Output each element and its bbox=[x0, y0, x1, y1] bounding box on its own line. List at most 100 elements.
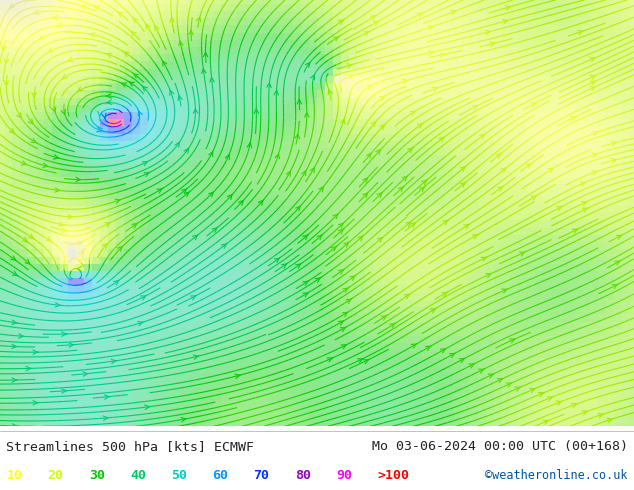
FancyArrowPatch shape bbox=[328, 90, 332, 95]
FancyArrowPatch shape bbox=[578, 30, 583, 35]
FancyArrowPatch shape bbox=[133, 18, 138, 23]
FancyArrowPatch shape bbox=[295, 206, 300, 211]
FancyArrowPatch shape bbox=[363, 359, 369, 364]
FancyArrowPatch shape bbox=[611, 142, 617, 146]
FancyArrowPatch shape bbox=[90, 33, 95, 37]
FancyArrowPatch shape bbox=[592, 171, 598, 175]
FancyArrowPatch shape bbox=[295, 134, 299, 139]
FancyArrowPatch shape bbox=[107, 53, 112, 57]
FancyArrowPatch shape bbox=[317, 234, 323, 240]
Text: 10: 10 bbox=[6, 469, 22, 482]
FancyArrowPatch shape bbox=[340, 327, 346, 332]
FancyArrowPatch shape bbox=[496, 153, 501, 158]
FancyArrowPatch shape bbox=[179, 41, 183, 46]
FancyArrowPatch shape bbox=[10, 3, 15, 8]
FancyArrowPatch shape bbox=[106, 94, 112, 98]
FancyArrowPatch shape bbox=[339, 228, 344, 234]
FancyArrowPatch shape bbox=[428, 51, 434, 55]
FancyArrowPatch shape bbox=[469, 364, 475, 368]
FancyArrowPatch shape bbox=[129, 82, 134, 86]
FancyArrowPatch shape bbox=[39, 35, 44, 40]
FancyArrowPatch shape bbox=[17, 113, 21, 118]
FancyArrowPatch shape bbox=[181, 188, 188, 194]
FancyArrowPatch shape bbox=[440, 348, 446, 353]
FancyArrowPatch shape bbox=[259, 200, 263, 205]
FancyArrowPatch shape bbox=[411, 343, 417, 348]
FancyArrowPatch shape bbox=[117, 12, 123, 17]
FancyArrowPatch shape bbox=[142, 161, 148, 166]
FancyArrowPatch shape bbox=[2, 46, 6, 50]
FancyArrowPatch shape bbox=[297, 99, 302, 104]
FancyArrowPatch shape bbox=[281, 264, 287, 269]
FancyArrowPatch shape bbox=[339, 20, 344, 25]
FancyArrowPatch shape bbox=[22, 161, 27, 165]
Text: Streamlines 500 hPa [kts] ECMWF: Streamlines 500 hPa [kts] ECMWF bbox=[6, 441, 254, 453]
FancyArrowPatch shape bbox=[410, 111, 416, 116]
FancyArrowPatch shape bbox=[406, 221, 411, 226]
FancyArrowPatch shape bbox=[10, 128, 15, 134]
FancyArrowPatch shape bbox=[267, 83, 271, 88]
FancyArrowPatch shape bbox=[170, 18, 174, 23]
FancyArrowPatch shape bbox=[343, 288, 349, 293]
FancyArrowPatch shape bbox=[530, 389, 536, 392]
FancyArrowPatch shape bbox=[526, 163, 532, 168]
FancyArrowPatch shape bbox=[590, 81, 596, 85]
FancyArrowPatch shape bbox=[582, 411, 588, 415]
FancyArrowPatch shape bbox=[573, 229, 578, 233]
FancyArrowPatch shape bbox=[26, 367, 31, 371]
FancyArrowPatch shape bbox=[364, 31, 370, 36]
FancyArrowPatch shape bbox=[358, 235, 364, 241]
FancyArrowPatch shape bbox=[48, 48, 54, 52]
FancyArrowPatch shape bbox=[310, 168, 314, 173]
FancyArrowPatch shape bbox=[615, 261, 621, 265]
FancyArrowPatch shape bbox=[439, 137, 444, 142]
FancyArrowPatch shape bbox=[12, 320, 17, 324]
FancyArrowPatch shape bbox=[490, 42, 495, 47]
FancyArrowPatch shape bbox=[430, 308, 436, 313]
FancyArrowPatch shape bbox=[78, 260, 83, 264]
FancyArrowPatch shape bbox=[531, 196, 537, 200]
FancyArrowPatch shape bbox=[479, 369, 484, 373]
FancyArrowPatch shape bbox=[226, 154, 230, 160]
FancyArrowPatch shape bbox=[410, 222, 416, 227]
FancyArrowPatch shape bbox=[390, 323, 396, 328]
FancyArrowPatch shape bbox=[155, 26, 159, 31]
FancyArrowPatch shape bbox=[189, 30, 193, 35]
FancyArrowPatch shape bbox=[464, 224, 470, 229]
FancyArrowPatch shape bbox=[538, 392, 544, 396]
FancyArrowPatch shape bbox=[403, 79, 408, 84]
FancyArrowPatch shape bbox=[29, 234, 34, 239]
FancyArrowPatch shape bbox=[420, 186, 425, 192]
Text: Mo 03-06-2024 00:00 UTC (00+168): Mo 03-06-2024 00:00 UTC (00+168) bbox=[372, 441, 628, 453]
FancyArrowPatch shape bbox=[275, 154, 280, 159]
FancyArrowPatch shape bbox=[363, 193, 368, 198]
FancyArrowPatch shape bbox=[25, 259, 30, 265]
FancyArrowPatch shape bbox=[366, 85, 372, 89]
Text: >100: >100 bbox=[377, 469, 409, 482]
FancyArrowPatch shape bbox=[132, 223, 138, 228]
FancyArrowPatch shape bbox=[123, 51, 129, 56]
FancyArrowPatch shape bbox=[275, 258, 280, 263]
FancyArrowPatch shape bbox=[61, 332, 67, 337]
FancyArrowPatch shape bbox=[371, 122, 375, 127]
FancyArrowPatch shape bbox=[145, 405, 150, 410]
FancyArrowPatch shape bbox=[590, 75, 596, 79]
FancyArrowPatch shape bbox=[377, 237, 383, 242]
FancyArrowPatch shape bbox=[510, 339, 515, 343]
FancyArrowPatch shape bbox=[121, 83, 127, 87]
Text: 80: 80 bbox=[295, 469, 311, 482]
FancyArrowPatch shape bbox=[507, 383, 512, 387]
FancyArrowPatch shape bbox=[612, 284, 618, 289]
FancyArrowPatch shape bbox=[340, 119, 345, 124]
FancyArrowPatch shape bbox=[202, 69, 206, 74]
FancyArrowPatch shape bbox=[402, 175, 408, 181]
FancyArrowPatch shape bbox=[611, 159, 617, 163]
FancyArrowPatch shape bbox=[519, 252, 525, 256]
FancyArrowPatch shape bbox=[105, 395, 110, 399]
FancyArrowPatch shape bbox=[581, 201, 587, 206]
FancyArrowPatch shape bbox=[77, 242, 83, 246]
FancyArrowPatch shape bbox=[381, 316, 387, 320]
FancyArrowPatch shape bbox=[204, 52, 208, 57]
FancyArrowPatch shape bbox=[247, 143, 252, 148]
FancyArrowPatch shape bbox=[117, 246, 123, 251]
